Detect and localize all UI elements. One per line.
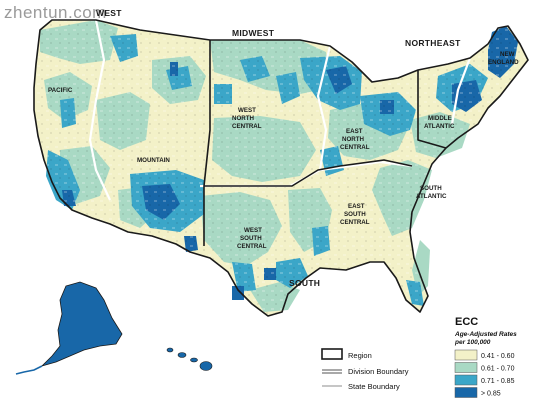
alaska-aleutians <box>15 365 43 375</box>
legend-swatch-3 <box>454 387 478 398</box>
legend-swatch-1 <box>454 362 478 373</box>
county-texture <box>34 20 528 316</box>
legend-label-3: > 0.85 <box>481 391 501 398</box>
watermark: zhentun.com <box>4 3 107 22</box>
division-label-wnc-3: CENTRAL <box>232 123 262 130</box>
hawaii <box>166 347 213 371</box>
division-label-enc-3: CENTRAL <box>340 144 370 151</box>
legend-subtitle-1: Age-Adjusted Rates <box>454 331 517 338</box>
region-label-west: WEST <box>96 8 122 18</box>
division-key-label: Division Boundary <box>348 367 409 376</box>
region-label-northeast: NORTHEAST <box>405 38 461 48</box>
division-label-enc-1: EAST <box>346 128 363 135</box>
region-key-swatch <box>321 348 343 360</box>
division-label-ma-1: MIDDLE <box>428 115 452 122</box>
division-label-wsc-2: SOUTH <box>240 235 262 242</box>
legend-swatch-2 <box>454 374 478 386</box>
division-label-mountain: MOUNTAIN <box>137 157 170 164</box>
region-label-midwest: MIDWEST <box>232 28 275 38</box>
division-label-wsc-1: WEST <box>244 227 262 234</box>
legend-subtitle-2: per 100,000 <box>454 339 491 346</box>
division-label-ne-1: NEW <box>500 51 515 58</box>
division-label-wnc-1: WEST <box>238 107 256 114</box>
division-label-sa-2: ATLANTIC <box>416 193 447 200</box>
legend-label-2: 0.71 - 0.85 <box>481 378 515 385</box>
legend-swatch-0 <box>454 349 478 361</box>
boundary-key: Region Division Boundary State Boundary <box>321 348 409 391</box>
division-label-ma-2: ATLANTIC <box>424 123 455 130</box>
legend-label-0: 0.41 - 0.60 <box>481 353 515 360</box>
division-label-esc-1: EAST <box>348 203 365 210</box>
division-label-wsc-3: CENTRAL <box>237 243 267 250</box>
legend: ECC Age-Adjusted Rates per 100,000 0.41 … <box>454 316 517 398</box>
division-label-pacific: PACIFIC <box>48 87 73 94</box>
legend-title: ECC <box>455 316 478 328</box>
division-label-enc-2: NORTH <box>342 136 365 143</box>
division-label-sa-1: SOUTH <box>420 185 442 192</box>
region-label-south: SOUTH <box>289 278 320 288</box>
region-boundaries <box>33 19 529 317</box>
region-key-label: Region <box>348 351 372 360</box>
division-label-esc-2: SOUTH <box>344 211 366 218</box>
division-label-wnc-2: NORTH <box>232 115 255 122</box>
division-label-esc-3: CENTRAL <box>340 219 370 226</box>
alaska <box>40 281 123 367</box>
state-key-label: State Boundary <box>348 382 400 391</box>
division-label-ne-2: ENGLAND <box>488 59 519 66</box>
legend-label-1: 0.61 - 0.70 <box>481 366 515 373</box>
